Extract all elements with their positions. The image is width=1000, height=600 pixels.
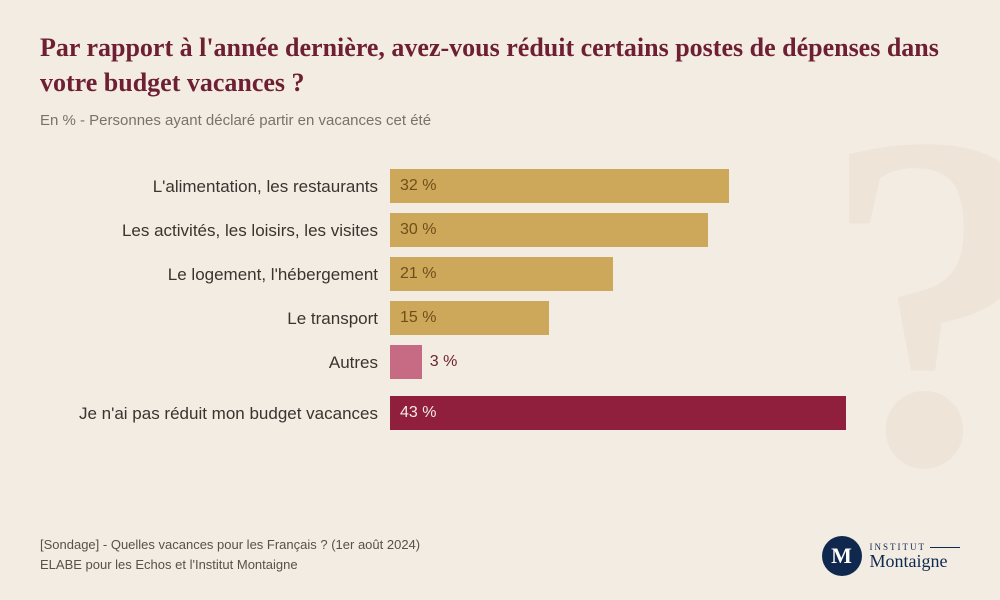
bar-label: L'alimentation, les restaurants — [60, 176, 390, 197]
bar-row: Je n'ai pas réduit mon budget vacances 43… — [60, 389, 920, 437]
bar-label: Le logement, l'hébergement — [60, 264, 390, 285]
footer-line-1: [Sondage] - Quelles vacances pour les Fr… — [40, 535, 420, 555]
bar-track: 15 % — [390, 301, 920, 335]
bar-track: 3 % — [390, 345, 920, 379]
bar-fill: 21 % — [390, 257, 613, 291]
bar-fill: 43 % — [390, 396, 846, 430]
bar-fill: 3 % — [390, 345, 422, 379]
bar-row: Les activités, les loisirs, les visites 3… — [60, 213, 920, 247]
bar-value: 21 % — [400, 265, 436, 283]
bar-label: Les activités, les loisirs, les visites — [60, 220, 390, 241]
chart-title: Par rapport à l'année dernière, avez-vou… — [40, 30, 960, 100]
bar-value: 3 % — [422, 353, 458, 371]
bar-row: L'alimentation, les restaurants 32 % — [60, 169, 920, 203]
source-footer: [Sondage] - Quelles vacances pour les Fr… — [40, 535, 420, 574]
logo-text: INSTITUT Montaigne — [870, 543, 961, 570]
bar-track: 30 % — [390, 213, 920, 247]
bar-fill: 32 % — [390, 169, 729, 203]
bar-value: 15 % — [400, 309, 436, 327]
bar-value: 43 % — [400, 404, 436, 422]
bar-fill: 15 % — [390, 301, 549, 335]
bar-label: Je n'ai pas réduit mon budget vacances — [60, 403, 390, 424]
footer-line-2: ELABE pour les Echos et l'Institut Monta… — [40, 555, 420, 575]
bar-value: 30 % — [400, 221, 436, 239]
chart-canvas: ? Par rapport à l'année dernière, avez-v… — [0, 0, 1000, 600]
bar-row: Le transport 15 % — [60, 301, 920, 335]
bar-row: Autres3 % — [60, 345, 920, 379]
bar-chart: L'alimentation, les restaurants 32 % Les a… — [60, 169, 920, 437]
bar-track: 43 % — [390, 396, 920, 430]
logo-text-big: Montaigne — [870, 552, 961, 570]
bar-label: Autres — [60, 352, 390, 373]
bar-track: 21 % — [390, 257, 920, 291]
bar-row: Le logement, l'hébergement 21 % — [60, 257, 920, 291]
logo-badge: M — [822, 536, 862, 576]
institut-montaigne-logo: M INSTITUT Montaigne — [822, 536, 961, 576]
bar-track: 32 % — [390, 169, 920, 203]
chart-subtitle: En % - Personnes ayant déclaré partir en… — [40, 112, 960, 129]
bar-fill: 30 % — [390, 213, 708, 247]
bar-label: Le transport — [60, 308, 390, 329]
bar-value: 32 % — [400, 177, 436, 195]
